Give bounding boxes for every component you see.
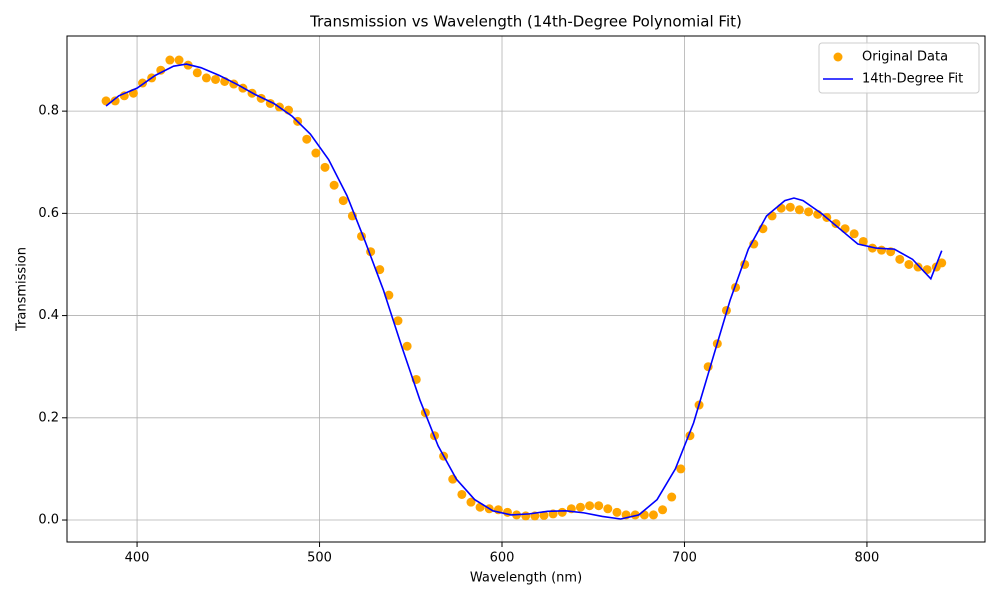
data-point (877, 245, 887, 255)
data-point (338, 196, 348, 206)
data-point (119, 91, 129, 101)
data-point (676, 464, 686, 474)
data-point (785, 202, 795, 212)
data-point (913, 262, 923, 272)
x-tick-label: 800 (855, 551, 880, 566)
x-tick-label: 600 (490, 551, 515, 566)
data-point (329, 180, 339, 190)
data-point (667, 492, 677, 502)
data-point (658, 505, 668, 515)
data-point (201, 73, 211, 83)
chart-title: Transmission vs Wavelength (14th-Degree … (309, 13, 742, 31)
legend-box (818, 42, 980, 94)
data-point (101, 96, 111, 106)
data-point (831, 219, 841, 229)
data-point (648, 510, 658, 520)
data-point (393, 316, 403, 326)
legend-label: 14th-Degree Fit (862, 72, 963, 87)
data-point (375, 265, 385, 275)
data-point (156, 65, 166, 75)
data-point (192, 68, 202, 78)
x-axis-label: Wavelength (nm) (470, 571, 582, 586)
data-point (895, 254, 905, 264)
data-point (922, 265, 932, 275)
y-tick-label: 0.2 (38, 410, 59, 425)
data-point (211, 74, 221, 84)
data-point (539, 510, 549, 520)
y-tick-label: 0.6 (38, 206, 59, 221)
data-point (575, 502, 585, 512)
y-tick-label: 0.0 (38, 513, 59, 528)
data-point (110, 96, 120, 106)
data-point (466, 497, 476, 507)
data-point (311, 148, 321, 158)
data-point (767, 211, 777, 221)
data-point (858, 236, 868, 246)
data-point (937, 258, 947, 268)
data-point (612, 507, 622, 517)
data-point (794, 205, 804, 215)
data-point (585, 501, 595, 511)
x-tick-label: 400 (125, 551, 150, 566)
y-tick-label: 0.8 (38, 104, 59, 119)
data-point (804, 207, 814, 217)
fit-line (105, 63, 943, 520)
data-point (320, 162, 330, 172)
y-tick-label: 0.4 (38, 308, 59, 323)
data-point (302, 134, 312, 144)
data-point (457, 489, 467, 499)
legend-label: Original Data (862, 50, 948, 65)
x-tick-label: 500 (307, 551, 332, 566)
data-point (639, 510, 649, 520)
data-point (776, 203, 786, 213)
data-point (904, 259, 914, 269)
data-point (521, 511, 531, 521)
data-point (603, 504, 613, 514)
data-point (402, 341, 412, 351)
x-tick-label: 700 (672, 551, 697, 566)
data-point (165, 55, 175, 65)
data-point (594, 501, 604, 511)
y-axis-label: Transmission (15, 247, 30, 332)
plot-frame (66, 35, 986, 543)
data-point (840, 224, 850, 234)
data-point (849, 229, 859, 239)
data-point (557, 507, 567, 517)
legend-marker (833, 52, 843, 62)
data-point (174, 55, 184, 65)
